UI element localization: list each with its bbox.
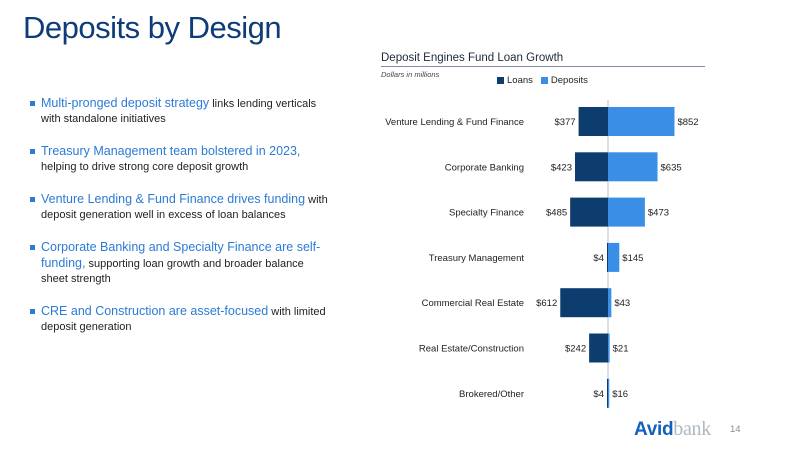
data-label-loans: $485 [546,208,567,219]
bullet-square-icon [30,197,35,202]
bullet-square-icon [30,149,35,154]
bullet-list: Multi-pronged deposit strategy links len… [30,96,330,352]
data-label-loans: $423 [551,162,572,173]
data-label-loans: $242 [565,344,586,355]
chart-title: Deposit Engines Fund Loan Growth [381,52,564,64]
category-label: Commercial Real Estate [422,298,524,309]
bullet-highlight: Treasury Management team bolstered in 20… [41,144,301,158]
logo-avid: Avid [634,419,674,440]
bar-deposits [608,378,610,408]
bullet-text: with limited deposit generation [41,306,326,333]
bullet-item: Treasury Management team bolstered in 20… [30,144,330,175]
data-label-deposits: $473 [648,208,669,219]
chart-subtitle: Dollars in millions [381,70,440,79]
bullet-square-icon [30,309,35,314]
bullet-highlight: CRE and Construction are asset-focused [41,304,269,318]
data-label-loans: $612 [536,298,557,309]
bar-deposits [608,197,645,227]
bar-loans [570,197,608,227]
category-label: Specialty Finance [449,208,524,219]
bar-loans [607,378,608,408]
data-label-deposits: $21 [613,344,629,355]
data-label-loans: $4 [593,389,604,400]
category-label: Treasury Management [429,253,525,264]
bullet-square-icon [30,245,35,250]
chart-legend: Loans Deposits [497,75,588,86]
page-number: 14 [730,424,741,435]
bar-loans [578,107,608,136]
bullet-item: Corporate Banking and Specialty Finance … [30,240,330,287]
bar-loans [575,152,608,182]
bullet-highlight: Multi-pronged deposit strategy [41,96,210,110]
data-label-loans: $377 [554,117,575,128]
bullet-item: Multi-pronged deposit strategy links len… [30,96,330,127]
data-label-deposits: $43 [614,298,630,309]
bar-deposits [608,107,675,136]
chart-title-rule [381,66,705,67]
data-label-loans: $4 [593,253,604,264]
bullet-text: links lending verticals with standalone … [41,98,317,125]
data-label-deposits: $852 [677,117,698,128]
bullet-item: CRE and Construction are asset-focused w… [30,304,330,335]
legend-item-deposits: Deposits [540,75,588,86]
category-label: Brokered/Other [459,389,524,400]
legend-swatch-deposits [540,77,548,84]
category-label: Real Estate/Construction [419,344,524,355]
bar-deposits [608,242,620,272]
logo-bank: bank [673,418,711,440]
bullet-item: Venture Lending & Fund Finance drives fu… [30,192,330,223]
bar-deposits [608,152,658,182]
bar-deposits [608,333,610,363]
bullet-text: supporting loan growth and broader balan… [41,258,304,285]
avidbank-logo: Avidbank [634,418,711,441]
bullet-text: helping to drive strong core deposit gro… [41,161,249,173]
bar-loans [560,288,608,318]
bullet-highlight: Corporate Banking and Specialty Finance … [41,240,321,270]
category-label: Corporate Banking [445,162,524,173]
bullet-text: with deposit generation well in excess o… [41,194,328,221]
legend-swatch-loans [497,77,504,84]
data-label-deposits: $635 [661,162,682,173]
bar-loans [607,242,608,272]
bullet-highlight: Venture Lending & Fund Finance drives fu… [41,192,306,206]
category-label: Venture Lending & Fund Finance [385,117,524,128]
bullet-square-icon [30,101,35,106]
data-label-deposits: $145 [622,253,643,264]
legend-item-loans: Loans [497,75,533,86]
diverging-bar-chart: $377 $852 Venture Lending & Fund Finance $4… [385,100,699,408]
legend-label-loans: Loans [507,75,533,86]
legend-label-deposits: Deposits [550,75,588,86]
page-title: Deposits by Design [23,10,282,45]
bar-deposits [608,288,612,318]
data-label-deposits: $16 [612,389,628,400]
bar-loans [589,333,608,363]
